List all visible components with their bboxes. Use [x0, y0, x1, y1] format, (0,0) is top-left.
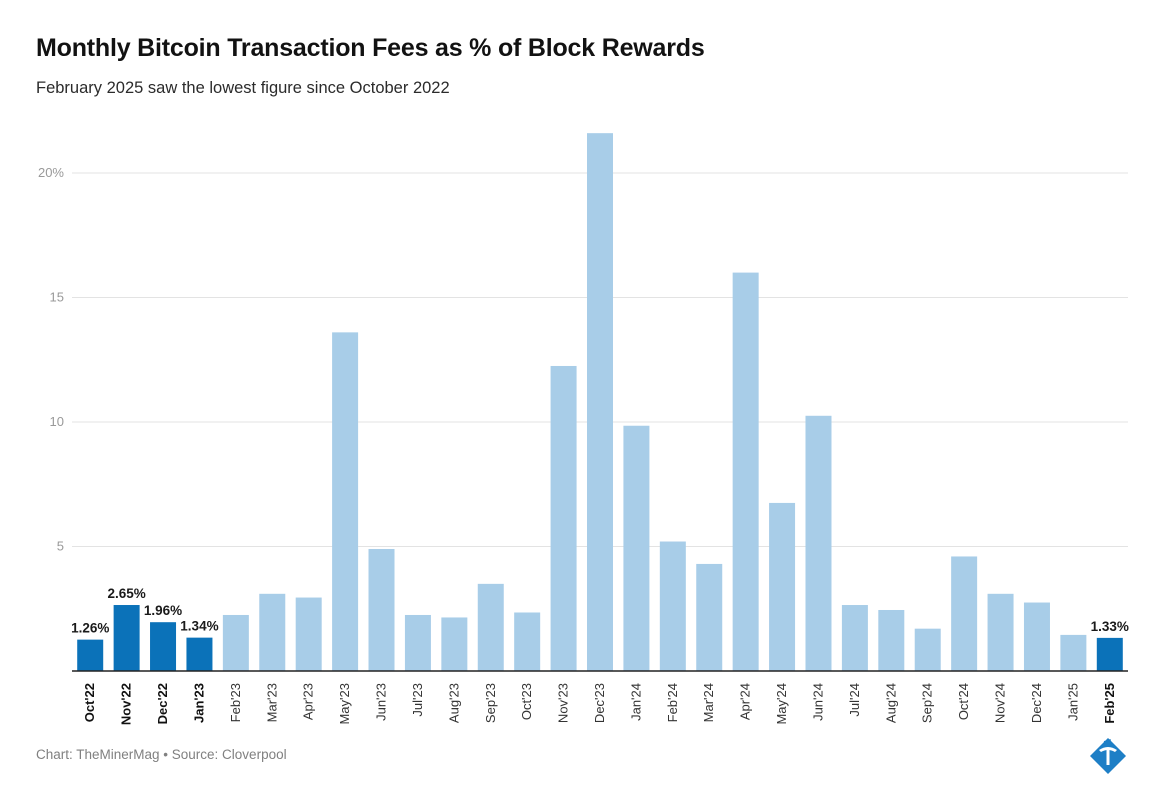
bar: [587, 133, 613, 671]
data-label: 2.65%: [107, 586, 145, 601]
x-tick-label: Feb'23: [228, 683, 243, 722]
x-tick-label: Dec'23: [592, 683, 607, 723]
bar: [987, 593, 1014, 671]
data-label: 1.34%: [180, 619, 218, 634]
bar: [1096, 637, 1123, 671]
x-tick-label: Feb'25: [1102, 683, 1117, 724]
bar: [732, 272, 759, 671]
bar: [404, 614, 431, 671]
x-tick-label: Sep'24: [920, 683, 935, 723]
x-tick-label: Nov'22: [119, 683, 134, 725]
bar: [841, 605, 868, 671]
bar: [878, 609, 905, 671]
x-tick-label: Mar'24: [701, 683, 716, 722]
y-tick-label: 10: [50, 414, 64, 429]
bar: [259, 593, 286, 671]
data-label: 1.96%: [144, 603, 182, 618]
bar: [696, 563, 723, 671]
bar: [1060, 634, 1087, 671]
pickaxe-diamond-logo-icon: [1088, 736, 1128, 776]
bar: [77, 639, 104, 671]
x-tick-label: Oct'24: [956, 683, 971, 720]
x-tick-label: Nov'23: [556, 683, 571, 723]
x-tick-label: Oct'22: [82, 683, 97, 722]
x-tick-label: Feb'24: [665, 683, 680, 722]
x-tick-label: Jan'23: [191, 683, 206, 723]
bar: [550, 365, 577, 671]
x-tick-label: Aug'24: [883, 683, 898, 723]
bar: [222, 614, 249, 671]
bar: [769, 502, 796, 671]
bar: [113, 605, 140, 671]
chart-title: Monthly Bitcoin Transaction Fees as % of…: [36, 34, 705, 62]
x-tick-label: Jun'23: [374, 683, 389, 721]
bar: [805, 415, 832, 671]
x-tick-label: May'23: [337, 683, 352, 725]
y-tick-label: 15: [50, 290, 64, 305]
x-tick-label: Jul'24: [847, 683, 862, 717]
bar: [477, 583, 504, 671]
bar: [332, 332, 359, 671]
bar: [914, 628, 941, 671]
bar: [659, 541, 686, 671]
x-tick-label: Jan'25: [1065, 683, 1080, 721]
bar: [514, 612, 541, 671]
x-tick-label: Jun'24: [810, 683, 825, 721]
x-tick-label: Apr'23: [301, 683, 316, 720]
bar: [295, 597, 322, 671]
bar: [441, 617, 468, 671]
x-tick-label: Oct'23: [519, 683, 534, 720]
x-tick-label: Aug'23: [446, 683, 461, 723]
x-tick-label: May'24: [774, 683, 789, 725]
x-tick-label: Mar'23: [264, 683, 279, 722]
source-credit: Chart: TheMinerMag • Source: Cloverpool: [36, 747, 287, 762]
x-tick-label: Jul'23: [410, 683, 425, 717]
x-tick-label: Nov'24: [993, 683, 1008, 723]
chart-subtitle: February 2025 saw the lowest figure sinc…: [36, 79, 450, 97]
bar: [150, 622, 177, 671]
bar: [951, 556, 978, 671]
bar: [1023, 602, 1050, 671]
bar: [186, 637, 213, 671]
x-tick-label: Dec'22: [155, 683, 170, 724]
y-tick-label: 5: [57, 539, 64, 554]
bar: [623, 425, 650, 671]
x-tick-label: Apr'24: [738, 683, 753, 720]
bar: [368, 548, 395, 671]
y-tick-label: 20%: [38, 165, 64, 180]
x-tick-label: Dec'24: [1029, 683, 1044, 723]
x-tick-label: Sep'23: [483, 683, 498, 723]
data-label: 1.33%: [1091, 619, 1129, 634]
x-tick-label: Jan'24: [628, 683, 643, 721]
data-label: 1.26%: [71, 621, 109, 636]
